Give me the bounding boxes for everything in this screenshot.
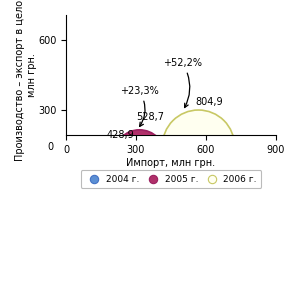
Text: +52,2%: +52,2% xyxy=(163,58,202,108)
Y-axis label: Производство – экспорт в целом,
млн грн.: Производство – экспорт в целом, млн грн. xyxy=(15,0,37,161)
Circle shape xyxy=(103,145,145,187)
Legend: 2004 г., 2005 г., 2006 г.: 2004 г., 2005 г., 2006 г. xyxy=(81,170,261,188)
Circle shape xyxy=(114,130,165,181)
Text: 528,7: 528,7 xyxy=(136,112,164,122)
Circle shape xyxy=(162,110,235,182)
Text: 0: 0 xyxy=(47,142,53,152)
Text: 428,9: 428,9 xyxy=(107,130,135,140)
Text: 804,9: 804,9 xyxy=(195,97,223,107)
X-axis label: Импорт, млн грн.: Импорт, млн грн. xyxy=(126,158,215,168)
Text: +23,3%: +23,3% xyxy=(120,86,158,126)
